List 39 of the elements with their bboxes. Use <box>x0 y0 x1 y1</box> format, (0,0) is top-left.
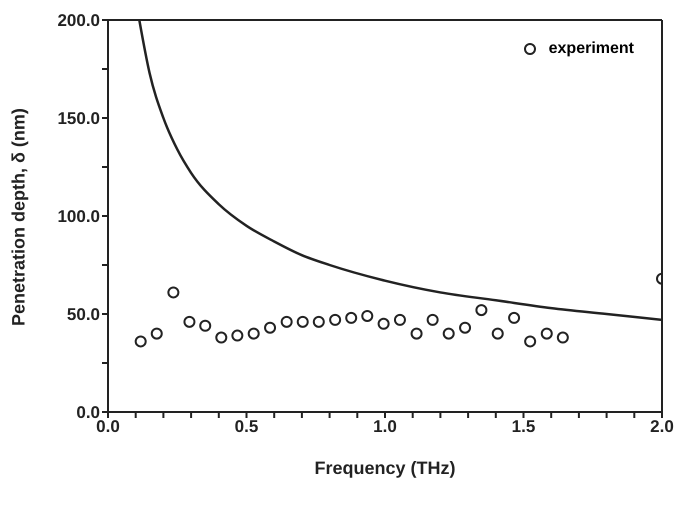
y-axis-title: Penetration depth, δ (nm) <box>8 108 28 326</box>
point <box>248 328 260 340</box>
x-tick-label: 2.0 <box>650 417 674 436</box>
point <box>524 335 536 348</box>
point <box>134 335 147 348</box>
point <box>492 328 504 340</box>
point <box>556 332 569 344</box>
point <box>199 320 212 332</box>
x-tick-label: 1.5 <box>512 417 536 436</box>
point <box>410 328 423 340</box>
point <box>459 322 472 334</box>
point <box>426 314 439 326</box>
x-axis-title: Frequency (THz) <box>314 458 456 478</box>
legend-label: experiment <box>548 40 634 58</box>
y-tick-label: 150.0 <box>57 109 100 128</box>
point <box>231 330 244 342</box>
point <box>540 328 553 340</box>
point <box>264 322 276 334</box>
point <box>280 316 293 328</box>
point <box>475 304 488 316</box>
point <box>296 316 309 328</box>
point <box>442 328 455 340</box>
y-tick-label: 100.0 <box>57 207 100 226</box>
point <box>329 314 342 326</box>
point <box>167 286 180 298</box>
point <box>150 328 163 340</box>
point <box>394 314 406 326</box>
point <box>378 318 390 330</box>
point <box>508 312 520 324</box>
point <box>183 316 196 328</box>
y-tick-label: 200.0 <box>57 11 100 30</box>
point <box>215 332 228 344</box>
x-tick-label: 0.5 <box>234 417 258 436</box>
point <box>345 312 358 324</box>
x-tick-label: 0.0 <box>96 417 120 436</box>
point <box>312 316 325 328</box>
y-tick-label: 50.0 <box>66 305 100 324</box>
x-tick-label: 1.0 <box>373 417 397 436</box>
point <box>361 310 374 322</box>
